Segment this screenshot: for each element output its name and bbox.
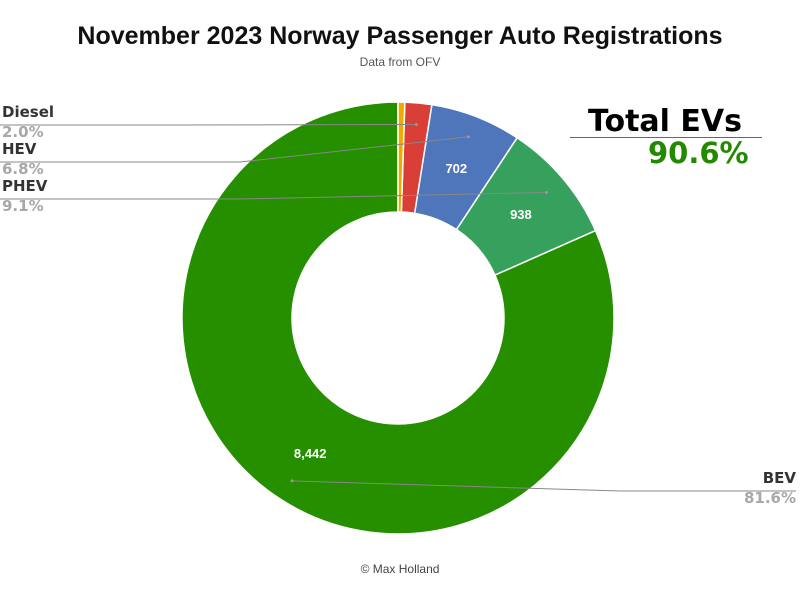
value-label-bev: 8,442 (294, 446, 327, 461)
value-label-phev: 938 (510, 207, 532, 222)
value-label-hev: 702 (445, 161, 467, 176)
percent-label-bev: 81.6% (744, 489, 796, 507)
leader-dot-hev (466, 135, 470, 139)
category-label-phev: PHEV (2, 177, 48, 195)
leader-dot-phev (544, 190, 548, 194)
category-label-hev: HEV (2, 140, 37, 158)
category-label-diesel: Diesel (2, 103, 54, 121)
leader-line-bev (291, 480, 796, 492)
leader-line-diesel (0, 123, 417, 126)
total-evs-value: 90.6% (648, 136, 749, 170)
copyright-footer: © Max Holland (360, 562, 440, 576)
slice-bev (181, 101, 615, 535)
total-evs-divider (570, 137, 762, 138)
leader-dot-bev (290, 479, 294, 483)
category-label-bev: BEV (763, 469, 797, 487)
percent-label-hev: 6.8% (2, 160, 44, 178)
percent-label-phev: 9.1% (2, 197, 44, 215)
slice-petrol (397, 101, 406, 213)
leader-line-hev (0, 136, 469, 163)
leader-dot-diesel (414, 122, 418, 126)
leader-line-phev (0, 191, 547, 200)
percent-label-diesel: 2.0% (2, 123, 44, 141)
total-evs-label: Total EVs (588, 104, 742, 139)
chart-title: November 2023 Norway Passenger Auto Regi… (77, 22, 723, 50)
chart-subtitle: Data from OFV (359, 55, 441, 69)
